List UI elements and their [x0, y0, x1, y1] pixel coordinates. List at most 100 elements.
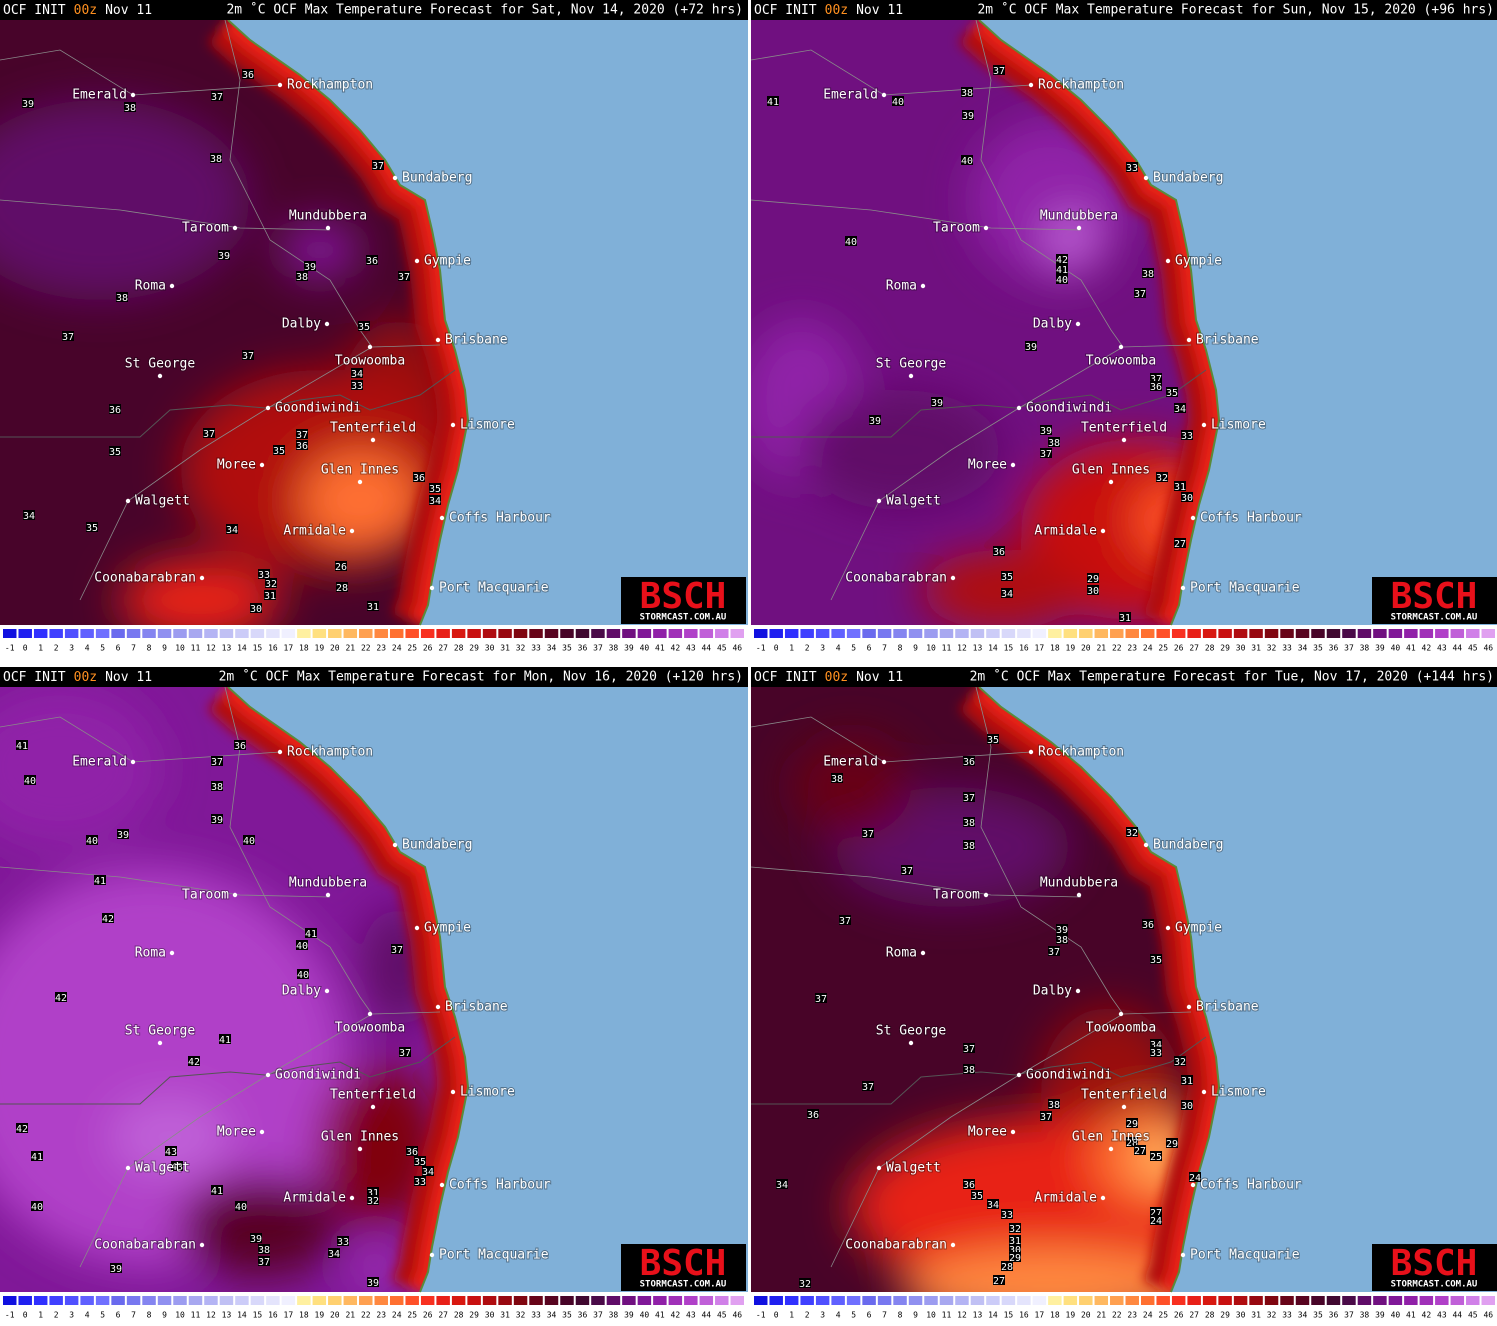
city-label: Dalby [1033, 317, 1072, 332]
logo-site: STORMCAST.COM.AU [1391, 1280, 1478, 1290]
contour-label: 31 [367, 602, 379, 613]
contour-label-box [62, 331, 74, 341]
city-marker [277, 82, 283, 88]
colorbar-cell [970, 629, 985, 638]
contour-label: 25 [1150, 1152, 1162, 1163]
colorbar-cell [730, 1296, 744, 1305]
contour-label: 29 [1126, 1119, 1138, 1130]
contour-label-box [1174, 481, 1186, 491]
contour-label: 41 [767, 97, 779, 108]
colorbar-cell [606, 1296, 621, 1305]
init-init: OCF INIT [754, 670, 817, 685]
colorbar-cell [235, 629, 249, 638]
contour-label-box [235, 1201, 247, 1211]
colorbar-cell [126, 1296, 141, 1305]
colorbar-label: 38 [1360, 1311, 1370, 1320]
colorbar-label: 36 [578, 644, 588, 653]
city-marker [392, 842, 398, 848]
colorbar-cell [754, 1296, 768, 1305]
colorbar-cell [126, 629, 141, 638]
colorbar-label: 34 [1298, 644, 1308, 653]
city-label: Walgett [135, 1161, 190, 1176]
city-marker [325, 225, 331, 231]
colorbar-cell [699, 629, 714, 638]
colorbar-label: 21 [345, 644, 355, 653]
init-init: OCF INIT [3, 670, 66, 685]
city-label: Rockhampton [287, 78, 373, 93]
contour-label: 34 [987, 1200, 999, 1211]
colorbar-label: 10 [926, 1311, 936, 1320]
city-label: Coffs Harbour [449, 1178, 551, 1193]
contour-label-box [1181, 1075, 1193, 1085]
colorbar-cell [815, 1296, 830, 1305]
colorbar-label: 12 [206, 1311, 216, 1320]
colorbar-cell [33, 1296, 48, 1305]
city-label: Roma [886, 946, 917, 961]
contour-label: 41 [16, 741, 28, 752]
colorbar-cell [1388, 629, 1403, 638]
contour-label: 34 [429, 496, 441, 507]
colorbar-cell [405, 1296, 419, 1305]
contour-label: 42 [55, 993, 67, 1004]
colorbar-label: 22 [1112, 1311, 1122, 1320]
logo-name: BSCH [640, 576, 727, 617]
temperature-area [0, 100, 250, 300]
contour-label-box [1056, 274, 1068, 284]
contour-label: 39 [22, 99, 34, 110]
colorbar-cell [939, 629, 954, 638]
contour-label-box [367, 1277, 379, 1287]
city-label: Port Macquarie [439, 581, 549, 596]
city-label: Walgett [135, 494, 190, 509]
colorbar-cell [467, 1296, 481, 1305]
city-marker [367, 344, 373, 350]
city-marker [125, 498, 131, 504]
city-marker [367, 1011, 373, 1017]
contour-label-box [963, 1043, 975, 1053]
colorbar-cell [862, 629, 876, 638]
contour-label: 34 [422, 1167, 434, 1178]
colorbar-cell [1466, 1296, 1480, 1305]
contour-label: 37 [258, 1257, 270, 1268]
temperature-area [901, 1247, 1201, 1292]
colorbar-cell [467, 629, 481, 638]
colorbar-label: 25 [1158, 1311, 1168, 1320]
colorbar-cell [1001, 1296, 1016, 1305]
colorbar-label: 15 [1004, 644, 1014, 653]
colorbar-cell [420, 629, 435, 638]
contour-label-box [1009, 1223, 1021, 1233]
contour-label: 40 [961, 156, 973, 167]
colorbar-label: 42 [671, 1311, 681, 1320]
boundary-line [224, 19, 441, 348]
city-label: Taroom [182, 888, 229, 903]
colorbar-label: 39 [624, 1311, 634, 1320]
contour-label: 40 [24, 776, 36, 787]
colorbar-cell [800, 1296, 814, 1305]
colorbar-cell [250, 1296, 265, 1305]
contour-label-box [366, 255, 378, 265]
contour-label: 38 [258, 1245, 270, 1256]
contour-label-box [1150, 1215, 1162, 1225]
contour-label: 26 [335, 562, 347, 573]
colorbar-cell [1311, 1296, 1325, 1305]
contour-label-box [1009, 1244, 1021, 1254]
colorbar-cell [939, 1296, 954, 1305]
contour-label-box [242, 350, 254, 360]
colorbar-cell [1342, 1296, 1356, 1305]
colorbar-cell [405, 629, 419, 638]
colorbar-cell [513, 629, 528, 638]
contour-label: 37 [963, 1044, 975, 1055]
colorbar-cell [1295, 629, 1310, 638]
colorbar-label: 39 [624, 644, 634, 653]
colorbar-cell [715, 629, 729, 638]
contour-label: 32 [265, 579, 277, 590]
colorbar-label: 19 [1066, 644, 1076, 653]
colorbar-label: 44 [1452, 644, 1462, 653]
colorbar-cell [1079, 1296, 1093, 1305]
colorbar-label: 1 [789, 644, 794, 653]
contour-label: 37 [203, 429, 215, 440]
contour-label: 35 [358, 322, 370, 333]
colorbar-cell [1342, 629, 1356, 638]
contour-label: 37 [862, 1082, 874, 1093]
contour-label: 37 [901, 866, 913, 877]
contour-label: 40 [845, 237, 857, 248]
